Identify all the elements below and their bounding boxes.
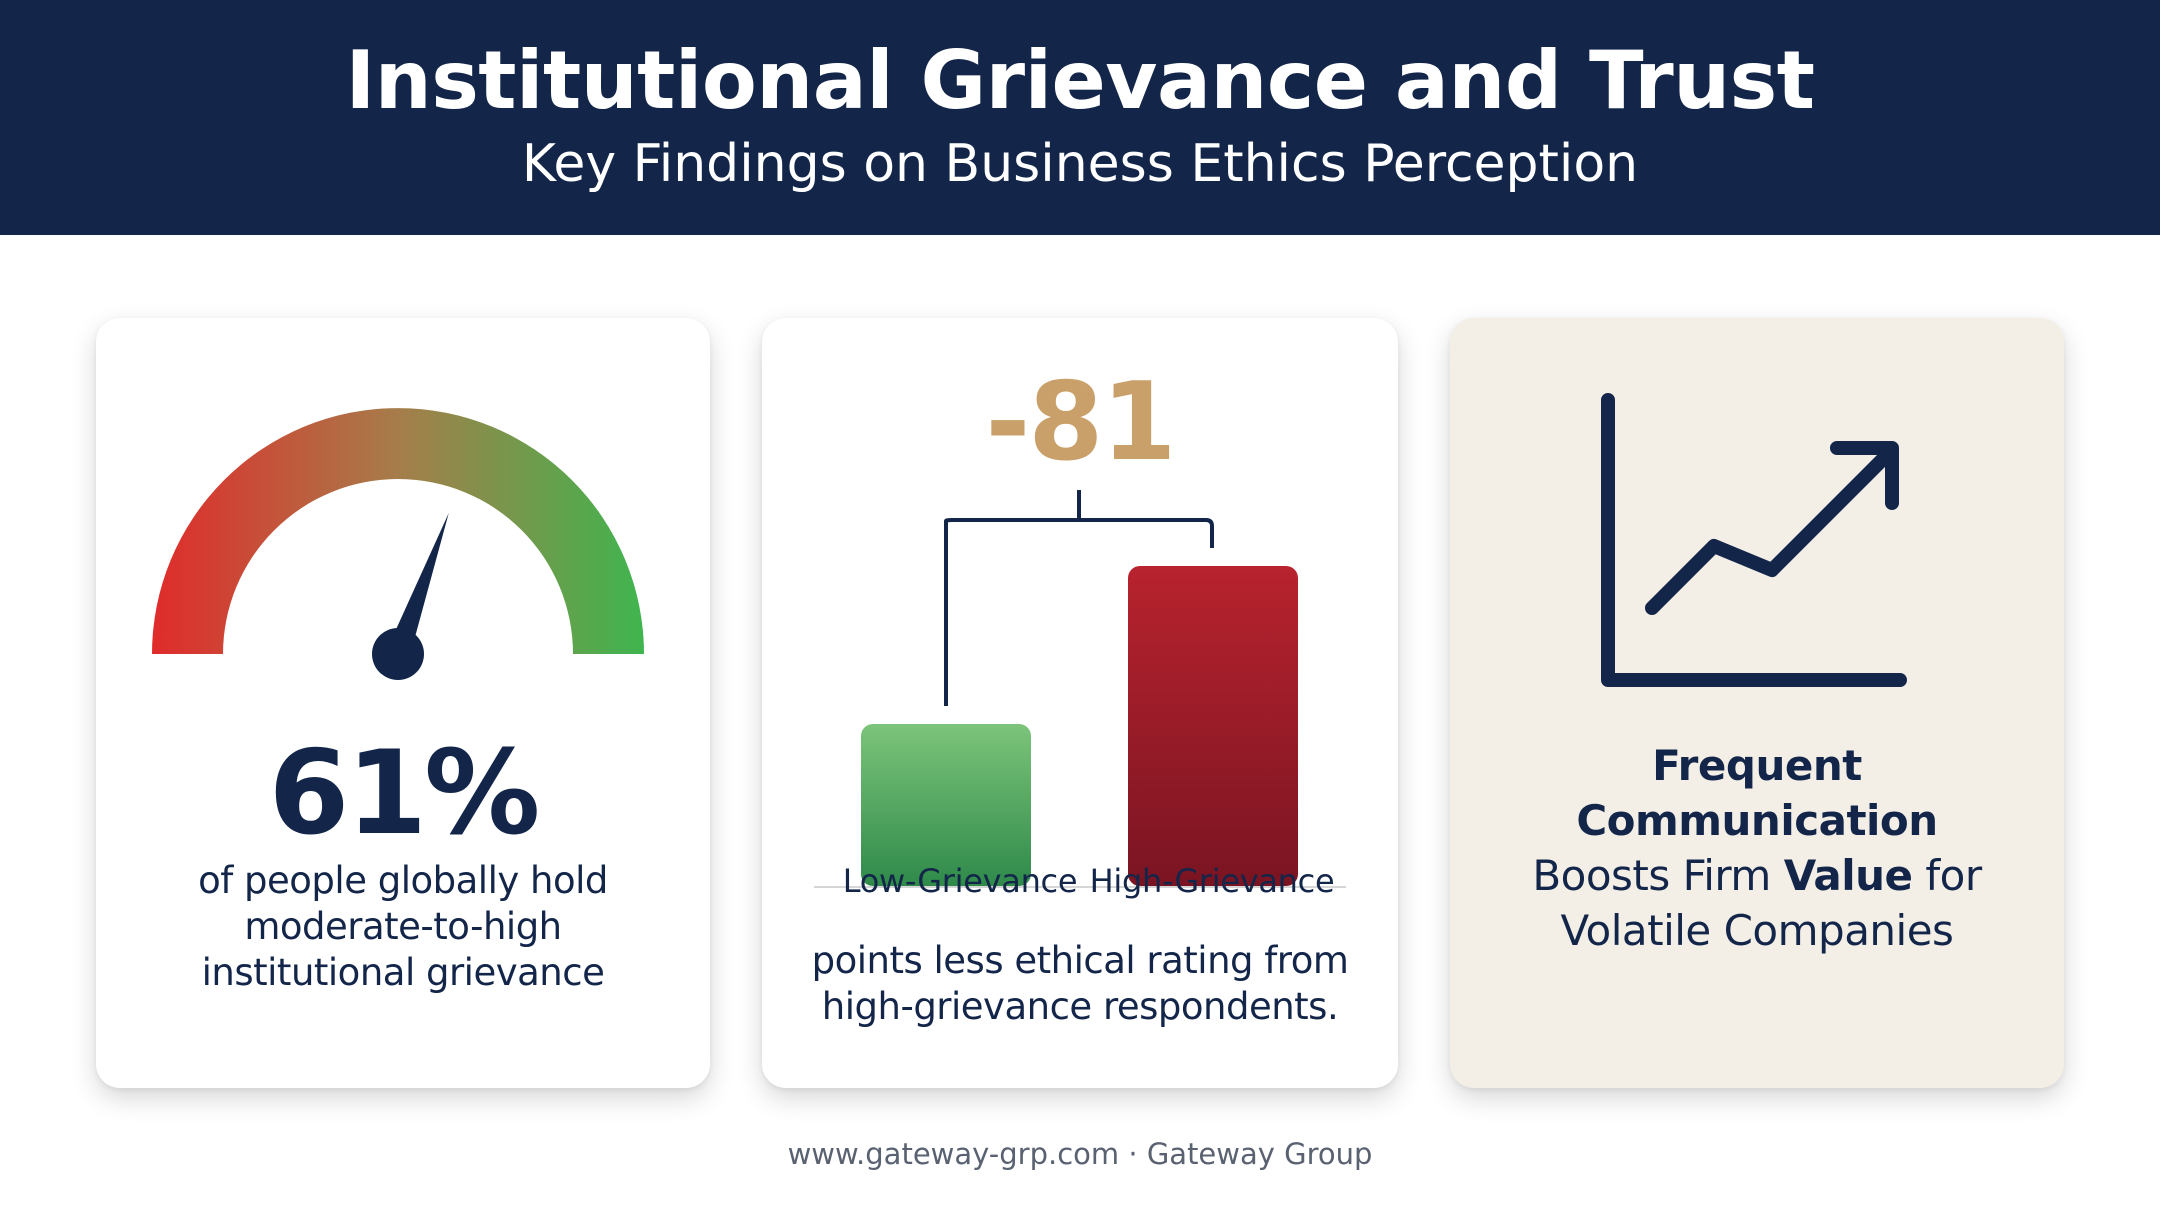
bar-low-grievance — [861, 724, 1031, 886]
trend-up-chart-icon — [1601, 393, 1907, 687]
grievance-description-line: institutional grievance — [201, 951, 605, 994]
gauge-needle-pointer — [386, 512, 449, 659]
communication-line-3: Boosts Firm Value for — [1470, 848, 2044, 903]
gauge-meter — [152, 408, 644, 680]
communication-line-2: Communication — [1576, 796, 1938, 845]
communication-line-3-suffix: for — [1912, 851, 1982, 900]
ethics-description-line: high-grievance respondents. — [821, 985, 1339, 1028]
grievance-description: of people globally hold moderate-to-high… — [116, 858, 690, 996]
header-banner: Institutional Grievance and Trust Key Fi… — [0, 0, 2160, 235]
bar-high-grievance — [1128, 566, 1298, 886]
communication-line-3-prefix: Boosts Firm — [1532, 851, 1784, 900]
communication-line-4: Volatile Companies — [1560, 906, 1954, 955]
category-label-low-grievance: Low-Grievance — [842, 862, 1078, 900]
page-subtitle: Key Findings on Business Ethics Percepti… — [521, 134, 1639, 194]
grievance-bar-chart — [814, 490, 1346, 888]
communication-card: Frequent Communication Boosts Firm Value… — [1450, 318, 2064, 1088]
footer-credit: www.gateway-grp.com · Gateway Group — [787, 1137, 1373, 1171]
grievance-card: 61% of people globally hold moderate-to-… — [96, 318, 710, 1088]
category-label-high-grievance: High-Grievance — [1089, 862, 1335, 900]
gauge-needle-hub — [372, 628, 424, 680]
communication-text: Frequent Communication Boosts Firm Value… — [1470, 738, 2044, 958]
communication-value-word: Value — [1783, 851, 1913, 900]
page-title: Institutional Grievance and Trust — [345, 34, 1815, 127]
communication-line-1: Frequent — [1652, 741, 1862, 790]
grievance-percent: 61% — [268, 726, 541, 861]
ethics-description: points less ethical rating from high-gri… — [782, 938, 1378, 1030]
difference-bracket — [944, 490, 1214, 706]
ethics-rating-card: -81 Low-Grievance High-Grievance points … — [762, 318, 1398, 1088]
ethics-difference-value: -81 — [985, 360, 1176, 485]
ethics-description-line: points less ethical rating from — [811, 939, 1349, 982]
gauge-arc — [152, 408, 644, 654]
grievance-description-line: moderate-to-high — [244, 905, 562, 948]
grievance-description-line: of people globally hold — [198, 859, 608, 902]
gauge-needle — [386, 512, 449, 659]
